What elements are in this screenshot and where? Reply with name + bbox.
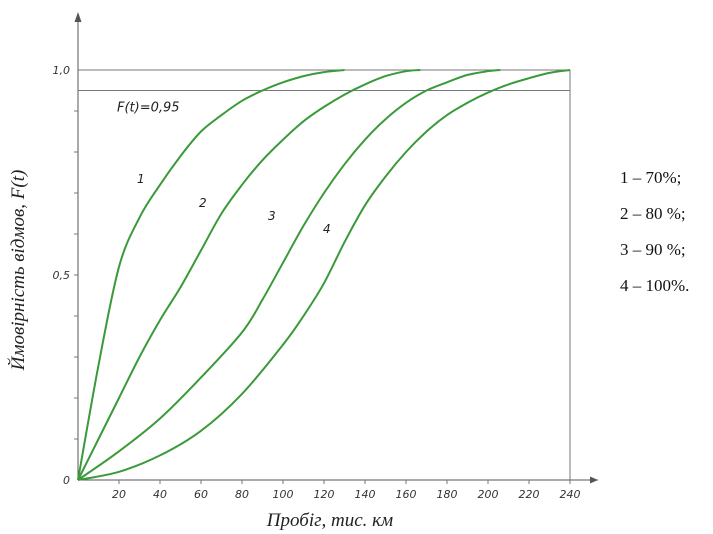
x-tick-label: 180 xyxy=(437,488,458,501)
legend-item: 3 – 90 %; xyxy=(620,240,686,259)
legend-item: 1 – 70%; xyxy=(620,168,682,187)
series-2-label: 2 xyxy=(199,196,207,210)
x-tick-label: 200 xyxy=(478,488,499,501)
x-tick-label: 240 xyxy=(560,488,581,501)
y-tick-label: 1,0 xyxy=(53,64,71,77)
series-2-line xyxy=(77,69,421,481)
y-axis-arrow xyxy=(74,12,82,22)
x-axis-title: Пробіг, тис. км xyxy=(266,510,393,531)
x-tick-label: 120 xyxy=(314,488,335,501)
reference-line-label: F(t)=0,95 xyxy=(117,101,180,116)
legend-item: 4 – 100%. xyxy=(620,276,690,295)
reference-lines xyxy=(78,69,570,91)
x-tick-label: 20 xyxy=(112,488,126,501)
x-tick-label: 220 xyxy=(519,488,540,501)
series-4-line xyxy=(77,69,571,481)
x-tick-label: 140 xyxy=(355,488,376,501)
x-axis-arrow xyxy=(590,476,598,484)
legend: 1 – 70%; 2 – 80 %; 3 – 90 %; 4 – 100%. xyxy=(620,160,689,304)
tick-labels: 20 40 60 80 100 120 140 160 180 200 220 240 0 0,5 1,0 xyxy=(53,64,581,501)
y-tick-label: 0,5 xyxy=(53,269,71,282)
series-3-label: 3 xyxy=(268,209,276,223)
axes xyxy=(74,12,598,484)
curves: 1 2 3 4 xyxy=(77,69,571,481)
series-4-label: 4 xyxy=(323,222,331,236)
x-tick-label: 40 xyxy=(153,488,167,501)
x-tick-label: 160 xyxy=(396,488,417,501)
x-tick-label: 60 xyxy=(194,488,208,501)
x-tick-label: 100 xyxy=(273,488,294,501)
legend-item: 2 – 80 %; xyxy=(620,204,686,223)
y-tick-label: 0 xyxy=(63,474,70,487)
y-axis-title: Ймовірність відмов, F(t) xyxy=(6,170,29,372)
series-3-line xyxy=(77,69,501,481)
series-1-label: 1 xyxy=(137,172,145,186)
x-tick-label: 80 xyxy=(235,488,249,501)
series-1-line xyxy=(77,69,345,481)
